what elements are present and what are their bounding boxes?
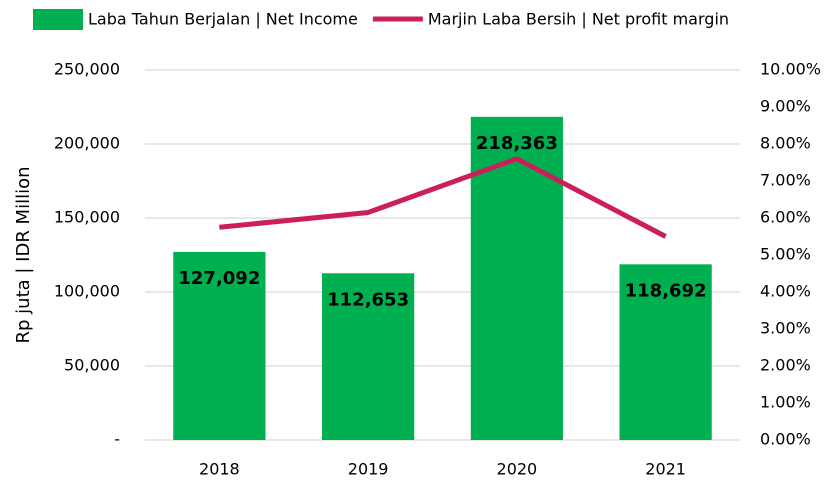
bar	[470, 116, 563, 441]
bar	[173, 251, 266, 440]
y2-tick-label: 4.00%	[760, 282, 811, 301]
data-label: 127,092	[178, 268, 260, 289]
x-tick-label: 2020	[497, 460, 538, 479]
line	[219, 156, 667, 239]
y-tick-label: -	[114, 430, 120, 449]
data-label: 118,692	[625, 280, 707, 301]
bar	[619, 264, 712, 440]
y2-tick-label: 8.00%	[760, 134, 811, 153]
y-tick-label: 250,000	[54, 60, 120, 79]
y-tick-label: 200,000	[54, 134, 120, 153]
y2-tick-label: 7.00%	[760, 171, 811, 190]
bar	[322, 273, 415, 440]
y-tick-label: 100,000	[54, 282, 120, 301]
legend-label: Laba Tahun Berjalan | Net Income	[88, 10, 358, 29]
y2-tick-label: 9.00%	[760, 97, 811, 116]
y2-tick-label: 3.00%	[760, 319, 811, 338]
y2-tick-label: 5.00%	[760, 245, 811, 264]
y2-tick-label: 10.00%	[760, 60, 821, 79]
data-label: 218,363	[476, 133, 558, 154]
y-axis-label: Rp juta | IDR Million	[13, 166, 34, 343]
y-tick-label: 50,000	[64, 356, 120, 375]
y2-tick-label: 6.00%	[760, 208, 811, 227]
legend-label: Marjin Laba Bersih | Net profit margin	[428, 10, 729, 29]
y2-tick-label: 0.00%	[760, 430, 811, 449]
y2-tick-label: 1.00%	[760, 393, 811, 412]
y2-tick-label: 2.00%	[760, 356, 811, 375]
legend-swatch	[33, 9, 83, 30]
data-label: 112,653	[327, 289, 409, 310]
x-tick-label: 2018	[199, 460, 240, 479]
x-tick-label: 2021	[645, 460, 686, 479]
x-tick-label: 2019	[348, 460, 389, 479]
y-tick-label: 150,000	[54, 208, 120, 227]
